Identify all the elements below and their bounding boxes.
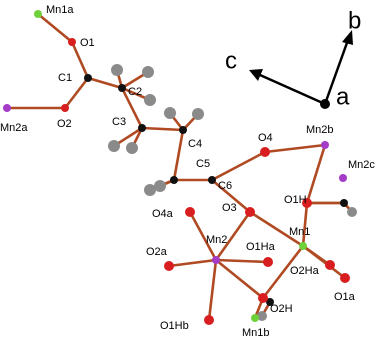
- atom: [118, 84, 126, 92]
- arrow-head: [342, 30, 353, 45]
- atom-sphere: [144, 94, 156, 106]
- atom-label: O1H: [284, 194, 307, 206]
- bond: [215, 258, 269, 264]
- bonds: [7, 12, 353, 321]
- axis-label-b: b: [348, 7, 361, 34]
- axis-label-c: c: [225, 47, 237, 74]
- atom-sphere: [340, 199, 348, 207]
- atom-label: O4a: [152, 208, 174, 220]
- axes-indicator: b c a: [225, 7, 361, 110]
- atom-sphere: [108, 140, 120, 152]
- atom: [34, 10, 42, 18]
- atom: [263, 257, 273, 267]
- atom-label: C2: [128, 86, 142, 98]
- bond: [211, 150, 266, 182]
- atom: [302, 198, 312, 208]
- atom: [84, 74, 92, 82]
- atom-label: O2Ha: [290, 265, 320, 277]
- atom-label: C5: [196, 158, 210, 170]
- atom-sphere: [347, 207, 357, 217]
- bond: [87, 76, 123, 90]
- bond: [141, 126, 184, 132]
- atom-label: O3: [222, 202, 237, 214]
- atom-label: O1: [80, 37, 95, 49]
- atom-label: C6: [218, 180, 232, 192]
- atom: [208, 176, 216, 184]
- bond: [215, 258, 264, 300]
- atom: [61, 104, 69, 112]
- atom-label: O1Hb: [160, 320, 189, 332]
- axis-c: [259, 73, 326, 106]
- atom-label: Mn2: [206, 234, 227, 246]
- atom: [260, 147, 270, 157]
- atom-label: Mn2a: [0, 122, 28, 134]
- atom: [339, 174, 347, 182]
- bond: [214, 211, 252, 261]
- atom-sphere: [192, 108, 204, 120]
- atom: [251, 314, 259, 322]
- axis-origin: [320, 99, 330, 109]
- atom-label: C4: [188, 138, 202, 150]
- atom-sphere: [257, 311, 267, 321]
- atom-label: Mn1b: [242, 327, 270, 338]
- atom: [138, 124, 146, 132]
- atom-sphere: [142, 66, 154, 78]
- atom: [164, 261, 174, 271]
- atom-label: C1: [58, 72, 72, 84]
- atom: [321, 141, 329, 149]
- axis-label-a: a: [336, 83, 350, 110]
- atom-label: Mn2b: [306, 124, 334, 136]
- bond: [120, 87, 144, 129]
- atom: [3, 104, 11, 112]
- atom: [258, 293, 268, 303]
- atom-label: Mn1: [289, 226, 310, 238]
- atom: [179, 126, 187, 134]
- atom-label: O2a: [146, 246, 168, 258]
- atom: [212, 256, 220, 264]
- atom: [204, 315, 214, 325]
- atom: [170, 176, 178, 184]
- atom-label: O2: [57, 118, 72, 130]
- atom: [325, 260, 335, 270]
- bond: [37, 12, 73, 44]
- bond: [168, 258, 217, 268]
- bond: [172, 129, 185, 181]
- atom-sphere: [111, 64, 123, 76]
- atoms: Mn1aO1C1O2Mn2aC2C3C4C5C6O4Mn2bMn2cO1HO3M…: [0, 4, 375, 338]
- bond: [63, 77, 90, 109]
- atom-sphere: [144, 184, 156, 196]
- bond: [188, 211, 218, 261]
- atom: [68, 38, 76, 46]
- atom-label: O1a: [334, 291, 356, 303]
- arrow-head: [249, 69, 263, 81]
- bond: [302, 244, 346, 280]
- bond: [70, 41, 90, 79]
- atom: [245, 207, 255, 217]
- atom-label: O2H: [270, 303, 293, 315]
- bond: [207, 259, 218, 321]
- atom-label: Mn2c: [348, 159, 375, 171]
- atom-sphere: [154, 180, 166, 192]
- bond: [264, 143, 326, 154]
- axis-b: [323, 39, 350, 105]
- atom-label: Mn1a: [46, 4, 74, 16]
- atom-sphere: [266, 298, 274, 306]
- atom: [340, 273, 350, 283]
- atom: [299, 242, 307, 250]
- atom-label: O1Ha: [246, 241, 276, 253]
- atom: [185, 207, 195, 217]
- atom-sphere: [164, 107, 176, 119]
- bond: [305, 144, 327, 204]
- bond: [249, 210, 304, 248]
- bond: [211, 179, 251, 213]
- bond: [261, 245, 305, 299]
- bond: [301, 202, 309, 247]
- atom-sphere: [126, 142, 138, 154]
- atom-label: O4: [258, 132, 273, 144]
- atom-label: C3: [112, 116, 126, 128]
